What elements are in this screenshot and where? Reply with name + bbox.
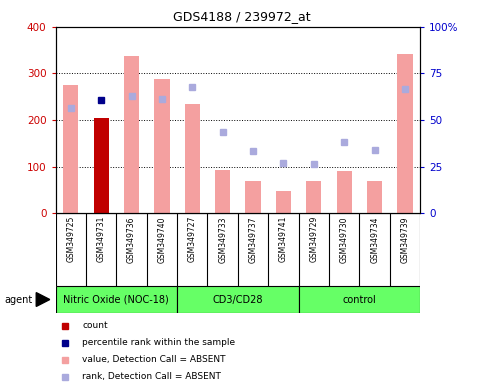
Text: GSM349731: GSM349731 [97, 216, 106, 262]
Bar [298, 286, 420, 313]
Text: GSM349737: GSM349737 [249, 216, 257, 263]
Text: control: control [342, 295, 376, 305]
Text: GSM349736: GSM349736 [127, 216, 136, 263]
Text: GSM349730: GSM349730 [340, 216, 349, 263]
Bar [398, 54, 412, 213]
Bar [306, 182, 322, 213]
Text: agent: agent [5, 295, 33, 305]
Text: Nitric Oxide (NOC-18): Nitric Oxide (NOC-18) [63, 295, 169, 305]
Text: GSM349727: GSM349727 [188, 216, 197, 262]
Text: GDS4188 / 239972_at: GDS4188 / 239972_at [173, 10, 310, 23]
Bar [337, 171, 352, 213]
Text: GSM349733: GSM349733 [218, 216, 227, 263]
Text: CD3/CD28: CD3/CD28 [213, 295, 263, 305]
Bar [94, 118, 109, 213]
Text: GSM349725: GSM349725 [66, 216, 75, 262]
Bar [154, 79, 170, 213]
Text: GSM349741: GSM349741 [279, 216, 288, 262]
Text: count: count [82, 321, 108, 330]
Bar [276, 191, 291, 213]
Bar [63, 85, 78, 213]
Text: GSM349729: GSM349729 [309, 216, 318, 262]
Bar [185, 104, 200, 213]
Bar [124, 56, 139, 213]
Bar [177, 286, 298, 313]
Text: GSM349739: GSM349739 [400, 216, 410, 263]
Bar [215, 170, 230, 213]
Text: percentile rank within the sample: percentile rank within the sample [82, 338, 235, 347]
Text: value, Detection Call = ABSENT: value, Detection Call = ABSENT [82, 355, 226, 364]
Bar [367, 180, 382, 213]
Text: GSM349740: GSM349740 [157, 216, 167, 263]
Text: GSM349734: GSM349734 [370, 216, 379, 263]
Bar [56, 286, 177, 313]
Text: rank, Detection Call = ABSENT: rank, Detection Call = ABSENT [82, 372, 221, 381]
Bar [245, 182, 261, 213]
